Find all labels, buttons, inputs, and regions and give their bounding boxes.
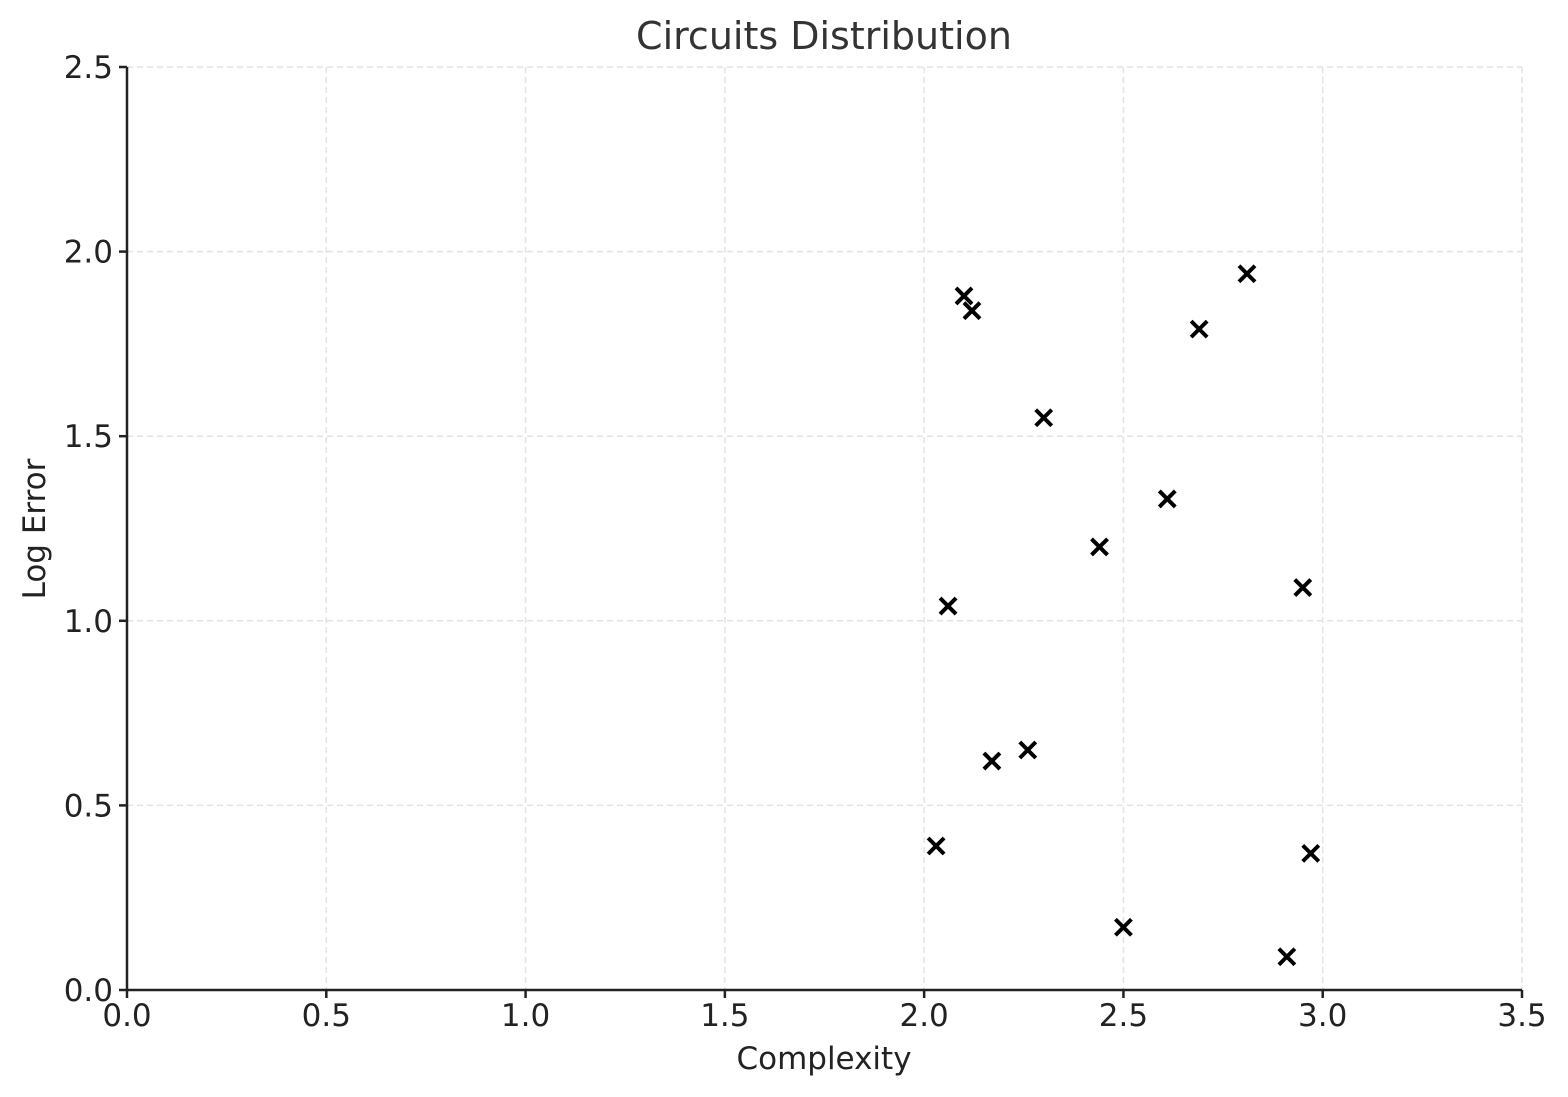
- x-marker-stroke: [1277, 947, 1297, 967]
- x-tick-label: 1.0: [501, 998, 550, 1034]
- y-axis-label: Log Error: [17, 458, 53, 599]
- data-point: [1237, 264, 1257, 284]
- data-point: [1090, 537, 1109, 557]
- x-marker-stroke: [1157, 489, 1177, 509]
- x-marker-stroke: [1301, 843, 1321, 863]
- data-point: [1018, 740, 1038, 760]
- x-tick-label: 3.5: [1497, 998, 1546, 1034]
- data-point: [938, 596, 958, 616]
- x-marker-stroke: [1293, 578, 1313, 597]
- chart-title: Circuits Distribution: [636, 14, 1012, 58]
- x-marker-stroke: [982, 751, 1002, 771]
- data-point: [926, 836, 946, 856]
- x-marker-stroke: [1034, 408, 1054, 428]
- axes: [125, 67, 1522, 992]
- data-point: [1293, 578, 1313, 597]
- x-marker-stroke: [1114, 917, 1133, 937]
- y-tick-label: 1.0: [64, 604, 113, 640]
- y-tick-label: 2.0: [64, 235, 113, 271]
- x-tick-label: 3.0: [1298, 998, 1347, 1034]
- y-tick-label: 2.5: [64, 50, 113, 86]
- data-point: [1034, 408, 1054, 428]
- data-point: [1189, 319, 1209, 339]
- data-point: [982, 751, 1002, 771]
- x-marker-stroke: [962, 301, 982, 321]
- y-tick-label: 0.0: [64, 973, 113, 1009]
- x-tick-label: 2.5: [1099, 998, 1148, 1034]
- data-point: [1301, 843, 1321, 863]
- x-marker-stroke: [1018, 740, 1038, 760]
- x-marker-stroke: [1189, 319, 1209, 339]
- x-axis-label: Complexity: [736, 1041, 911, 1077]
- y-tick-label: 1.5: [64, 419, 113, 455]
- data-point: [962, 301, 982, 321]
- data-point: [1157, 489, 1177, 509]
- x-tick-label: 2.0: [899, 998, 948, 1034]
- x-tick-label: 0.5: [302, 998, 351, 1034]
- x-marker-stroke: [954, 286, 974, 306]
- x-marker-stroke: [938, 596, 958, 616]
- x-marker-stroke: [1090, 537, 1109, 557]
- data-point: [954, 286, 974, 306]
- ticks: 0.0 0.5 1.0 1.5 2.0 2.5 3.0 3.5 0.0 0.5 1.0 1.5 2.0 2…: [64, 50, 1547, 1034]
- x-tick-label: 1.5: [700, 998, 749, 1034]
- y-tick-label: 0.5: [64, 788, 113, 824]
- data-point: [1277, 947, 1297, 967]
- x-marker-stroke: [1237, 264, 1257, 284]
- x-tick-label: 0.0: [102, 998, 151, 1034]
- data-points: [926, 264, 1321, 967]
- data-point: [1114, 917, 1133, 937]
- x-marker-stroke: [926, 836, 946, 856]
